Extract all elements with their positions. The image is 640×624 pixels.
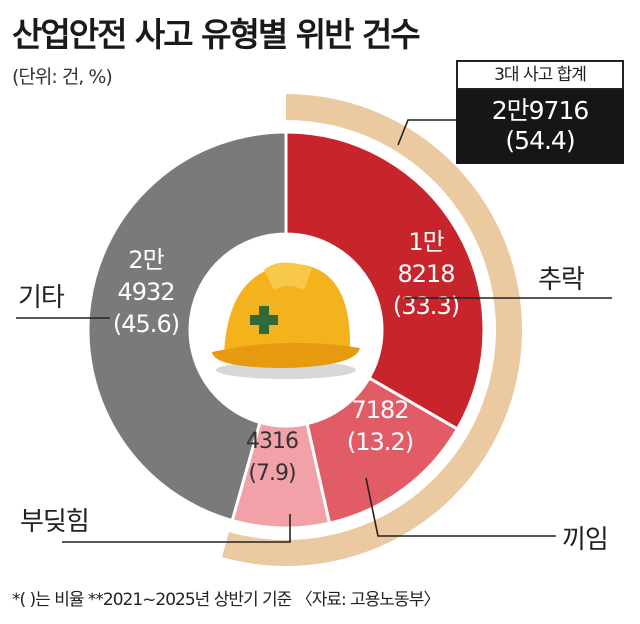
category-label-3: 부딪힘	[20, 507, 89, 537]
slice-label-4-line-3: (45.6)	[113, 310, 179, 338]
slice-label-2-line-2: (13.2)	[347, 428, 413, 456]
category-label-2: 끼임	[562, 525, 608, 555]
total-value: 2만9716	[491, 96, 590, 125]
helmet-icon	[212, 262, 360, 379]
slice-4	[86, 130, 288, 523]
category-label-4: 기타	[18, 283, 65, 313]
unit-label: (단위: 건, %)	[12, 66, 113, 88]
total-label: 3대 사고 합계	[456, 60, 624, 90]
total-pct: (54.4)	[505, 126, 575, 155]
slice-label-2-line-1: 7182	[351, 396, 408, 424]
leader-caught	[365, 477, 556, 537]
slice-label-1-line-2: 8218	[397, 260, 454, 288]
leader-total	[397, 119, 456, 146]
slice-label-4-line-1: 2만	[128, 246, 164, 274]
slice-label-4-line-2: 4932	[117, 278, 174, 306]
category-label-1: 추락	[538, 265, 585, 295]
page-title: 산업안전 사고 유형별 위반 건수	[12, 15, 421, 54]
slice-label-1-line-1: 1만	[408, 228, 444, 256]
slice-1	[284, 130, 486, 432]
slice-label-3-line-2: (7.9)	[248, 461, 295, 486]
footnote: *( )는 비율 **2021~2025년 상반기 기준 〈자료: 고용노동부〉	[12, 590, 440, 610]
slice-label-1-line-3: (33.3)	[393, 292, 459, 320]
leader-collision	[62, 514, 291, 543]
slice-label-3-line-1: 4316	[246, 429, 298, 454]
total-box: 3대 사고 합계 2만9716 (54.4)	[456, 60, 624, 164]
total-value-block: 2만9716 (54.4)	[456, 90, 624, 164]
